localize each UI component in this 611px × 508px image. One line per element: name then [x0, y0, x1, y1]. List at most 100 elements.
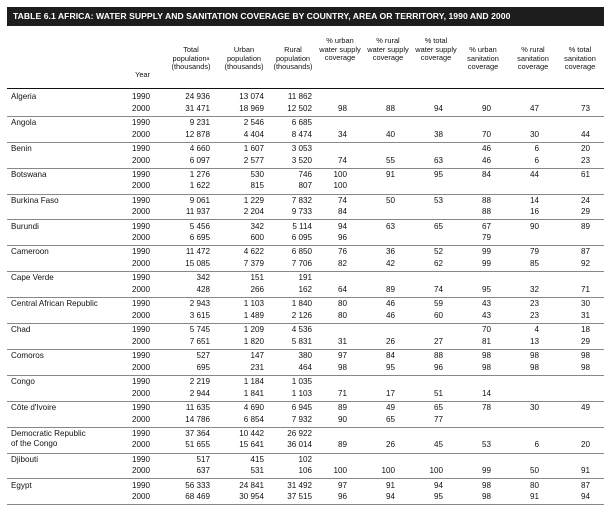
table-row: Cameroon 1990 11 472 4 622 6 850 76 36 52 99 79 87…	[7, 246, 604, 273]
cell-urban-sanitation: 79	[481, 233, 491, 243]
country-name: Egypt	[11, 480, 32, 490]
cell-urban-water: 74	[337, 195, 347, 205]
cell-year: 1990	[131, 402, 150, 412]
cell-urban-sanitation: 90	[481, 103, 491, 113]
cell-total-water: 95	[433, 492, 443, 502]
cell-rural-water: 95	[385, 362, 395, 372]
cell-rural-population: 3 520	[291, 155, 312, 165]
cell-year: 1990	[131, 428, 150, 438]
table-row: Comoros 1990 527 147 380 97 84 88 98 98 98 2000 695 2…	[7, 350, 604, 376]
cell-urban-water: 90	[337, 414, 347, 424]
table-row: Benin 1990 4 660 1 607 3 053 46 6 20 2000 6 097 2 …	[7, 143, 604, 169]
cell-year: 1990	[131, 221, 150, 231]
cell-year: 2000	[131, 440, 150, 450]
cell-urban-population: 1 841	[243, 388, 264, 398]
cell-year: 1990	[131, 169, 150, 179]
cell-rural-sanitation: 90	[529, 221, 539, 231]
cell-rural-population: 4 536	[291, 325, 312, 335]
cell-year: 2000	[131, 259, 150, 269]
cell-total-population: 2 944	[189, 388, 210, 398]
table-row: Algeria 1990 24 936 13 074 11 862 2000 31 471 1…	[7, 91, 604, 117]
cell-urban-population: 4 690	[243, 402, 264, 412]
cell-rural-population: 6 685	[291, 117, 312, 127]
cell-rural-population: 9 733	[291, 207, 312, 217]
cell-urban-population: 4 404	[243, 129, 264, 139]
cell-urban-population: 13 074	[239, 92, 264, 101]
cell-urban-population: 815	[250, 181, 264, 191]
cell-rural-water: 36	[385, 247, 395, 257]
cell-urban-sanitation: 99	[481, 247, 491, 257]
cell-rural-population: 31 492	[287, 480, 312, 490]
table-row: Angola 1990 9 231 2 546 6 685 2000 12 878 4 404…	[7, 117, 604, 143]
cell-total-water: 60	[433, 310, 443, 320]
cell-urban-population: 266	[250, 285, 264, 295]
cell-urban-sanitation: 98	[481, 362, 491, 372]
cell-urban-population: 415	[250, 454, 264, 464]
cell-total-sanitation: 23	[580, 155, 590, 165]
cell-rural-water: 17	[385, 388, 395, 398]
cell-total-sanitation: 87	[580, 247, 590, 257]
cell-rural-sanitation: 47	[529, 103, 539, 113]
cell-urban-water: 80	[337, 310, 347, 320]
table-row: Chad 1990 5 745 1 209 4 536 70 4 18 2000 7 651 1 8…	[7, 324, 604, 350]
cell-rural-water: 84	[385, 351, 395, 360]
cell-total-population: 6 097	[189, 155, 210, 165]
country-name: Democratic Republic of the Congo	[11, 428, 86, 449]
cell-year: 1990	[131, 117, 150, 127]
cell-rural-water: 46	[385, 299, 395, 309]
cell-rural-population: 6 095	[291, 233, 312, 243]
cell-urban-population: 1 184	[243, 376, 264, 386]
cell-year: 2000	[131, 233, 150, 243]
cell-rural-population: 746	[298, 169, 312, 179]
cell-urban-sanitation: 43	[481, 299, 491, 309]
cell-year: 2000	[131, 414, 150, 424]
country-name: Cameroon	[11, 247, 49, 257]
cell-total-sanitation: 71	[580, 285, 590, 295]
cell-total-population: 2 219	[189, 376, 210, 386]
country-name: Cape Verde	[11, 273, 54, 283]
cell-year: 2000	[131, 492, 150, 502]
cell-urban-water: 34	[337, 129, 347, 139]
cell-rural-population: 5 831	[291, 336, 312, 346]
cell-year: 2000	[131, 129, 150, 139]
cell-total-sanitation: 18	[580, 325, 590, 335]
table-row: Central African Republic 1990 2 943 1 103 1 …	[7, 298, 604, 325]
cell-urban-water: 98	[337, 103, 347, 113]
cell-rural-water: 49	[385, 402, 395, 412]
cell-rural-population: 6 945	[291, 402, 312, 412]
cell-rural-population: 380	[298, 351, 312, 360]
cell-year: 2000	[131, 207, 150, 217]
cell-urban-population: 2 577	[243, 155, 264, 165]
cell-total-population: 31 471	[185, 103, 210, 113]
cell-rural-sanitation: 85	[529, 259, 539, 269]
cell-total-water: 88	[433, 351, 443, 360]
cell-total-water: 74	[433, 285, 443, 295]
country-name: Burundi	[11, 221, 39, 231]
cell-total-population: 4 660	[189, 143, 210, 153]
cell-rural-water: 94	[385, 492, 395, 502]
cell-urban-water: 76	[337, 247, 347, 257]
header-total-sanitation: % total sanitation coverage	[564, 45, 596, 72]
cell-total-water: 59	[433, 299, 443, 309]
cell-rural-sanitation: 6	[534, 155, 539, 165]
cell-total-sanitation: 92	[580, 259, 590, 269]
cell-rural-population: 2 126	[291, 310, 312, 320]
cell-total-sanitation: 91	[580, 466, 590, 476]
cell-urban-population: 1 229	[243, 195, 264, 205]
cell-total-water: 96	[433, 362, 443, 372]
cell-urban-population: 7 379	[243, 259, 264, 269]
cell-urban-water: 100	[333, 181, 347, 191]
cell-urban-sanitation: 98	[481, 492, 491, 502]
cell-rural-water: 55	[385, 155, 395, 165]
cell-rural-water: 88	[385, 103, 395, 113]
cell-total-population: 695	[196, 362, 210, 372]
cell-total-population: 11 472	[185, 247, 210, 257]
country-name: Benin	[11, 143, 32, 153]
cell-total-population: 527	[196, 351, 210, 360]
cell-total-sanitation: 20	[580, 143, 590, 153]
cell-total-population: 51 655	[185, 440, 210, 450]
cell-rural-sanitation: 30	[529, 129, 539, 139]
cell-urban-population: 24 841	[239, 480, 264, 490]
cell-total-population: 428	[196, 285, 210, 295]
cell-urban-population: 147	[250, 351, 264, 360]
